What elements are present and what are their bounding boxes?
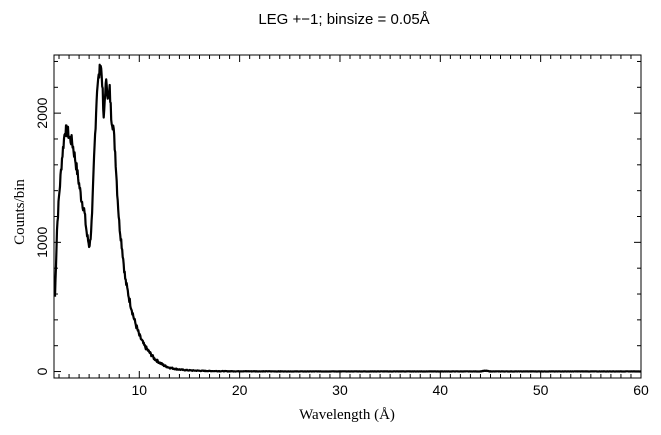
x-tick-label: 30 [332, 382, 348, 398]
plot-area: 10 20 30 40 50 60 0 1000 2000 [34, 54, 649, 398]
x-tick-label: 60 [633, 382, 649, 398]
x-tick-label: 10 [132, 382, 148, 398]
axis-ticks [54, 55, 642, 378]
y-tick-label: 2000 [34, 97, 50, 128]
y-axis-label: Counts/bin [12, 179, 28, 245]
series-line [53, 63, 642, 373]
y-tick-label: 1000 [34, 227, 50, 258]
y-tick-label: 0 [34, 367, 50, 375]
x-tick-label: 50 [533, 382, 549, 398]
x-tick-label: 40 [433, 382, 449, 398]
chart-title: LEG +−1; binsize = 0.05Å [258, 11, 429, 28]
x-axis-label: Wavelength (Å) [299, 407, 395, 423]
plot-frame [53, 54, 642, 379]
x-tick-label: 20 [232, 382, 248, 398]
tick-labels: 10 20 30 40 50 60 0 1000 2000 [34, 97, 649, 398]
